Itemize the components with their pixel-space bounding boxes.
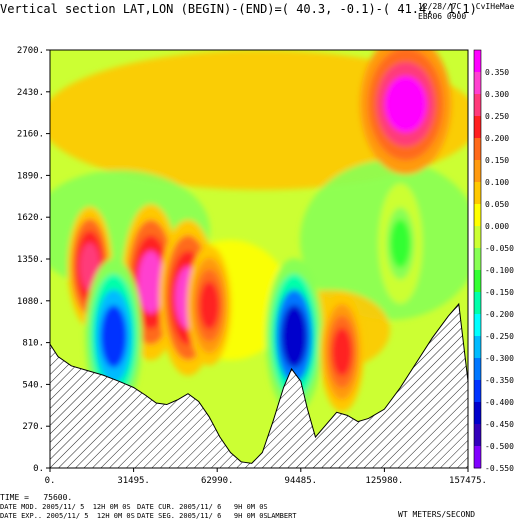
colorbar-label-10: -0.150 <box>485 288 514 297</box>
x-tick-label-4: 125980. <box>365 476 403 486</box>
field-core-7-3 <box>331 327 352 376</box>
y-tick-label-0: 0. <box>33 464 44 474</box>
plot-title: Vertical section LAT,LON (BEGIN)-(END)=(… <box>0 2 477 16</box>
date-seg: DATE SEG. 2005/11/ 6 9H 0M 0S <box>137 512 268 520</box>
y-tick-label-5: 1350. <box>17 255 44 265</box>
run-info: 12/28//7C CvIHeMae EBR06 0900 <box>418 2 514 22</box>
colorbar-swatch-0 <box>474 50 481 73</box>
field-core-1-3 <box>137 251 164 314</box>
colorbar-label-1: 0.300 <box>485 90 509 99</box>
x-tick-label-0: 0. <box>45 476 56 486</box>
time-label: TIME = 75600. <box>0 493 73 502</box>
colorbar-label-7: 0.000 <box>485 222 509 231</box>
x-axis: 0. 31495. 62990. 94485. 125980. 157475. <box>45 468 487 486</box>
colorbar-swatch-9 <box>474 248 481 271</box>
x-tick-label-1: 31495. <box>117 476 150 486</box>
colorbar-label-5: 0.100 <box>485 178 509 187</box>
colorbar-swatch-15 <box>474 380 481 403</box>
colorbar-label-9: -0.100 <box>485 266 514 275</box>
field-core-4-3 <box>199 281 220 330</box>
colorbar-swatch-2 <box>474 94 481 117</box>
y-tick-label-10: 2700. <box>17 46 44 56</box>
colorbar-label-15: -0.400 <box>485 398 514 407</box>
colorbar-swatch-14 <box>474 358 481 381</box>
colorbar-swatch-1 <box>474 72 481 95</box>
date-cur: DATE CUR. 2005/11/ 6 9H 0M 0S <box>137 503 268 511</box>
y-tick-label-3: 810. <box>22 339 44 349</box>
colorbar-swatch-8 <box>474 226 481 249</box>
date-line: 12/28//7C CvIHeMae <box>418 2 515 11</box>
colorbar-label-8: -0.050 <box>485 244 514 253</box>
colorbar-label-11: -0.200 <box>485 310 514 319</box>
colorbar-label-14: -0.350 <box>485 376 514 385</box>
date-exp: DATE EXP.. 2005/11/ 5 12H 0M 0S <box>0 512 135 520</box>
colorbar-swatch-16 <box>474 402 481 425</box>
y-tick-label-8: 2160. <box>17 130 44 140</box>
colorbar-label-0: 0.350 <box>485 68 509 77</box>
colorbar-swatch-12 <box>474 314 481 337</box>
colorbar-swatch-17 <box>474 424 481 447</box>
y-tick-label-4: 1080. <box>17 297 44 307</box>
colorbar-frame <box>473 49 482 469</box>
y-tick-label-9: 2430. <box>17 88 44 98</box>
run-line: EBR06 0900 <box>418 12 467 21</box>
colorbar-label-2: 0.250 <box>485 112 509 121</box>
y-tick-label-1: 270. <box>22 422 44 432</box>
colorbar-label-4: 0.150 <box>485 156 509 165</box>
colorbar-swatch-7 <box>474 204 481 227</box>
field-core-8-3 <box>390 219 411 268</box>
field-core-0-3 <box>384 76 427 133</box>
colorbar-swatch-10 <box>474 270 481 293</box>
colorbar-swatch-18 <box>474 446 481 469</box>
field-core-5-3 <box>100 305 127 368</box>
terrain-mask <box>49 302 469 469</box>
units-label: WT METERS/SECOND <box>398 510 476 519</box>
x-tick-label-2: 62990. <box>201 476 234 486</box>
y-axis: 0. 270. 540. 810. 1080. 1350. 1620. 1890. 2160. 2… <box>17 46 50 474</box>
field-core-6-3 <box>281 305 308 368</box>
colorbar-swatch-13 <box>474 336 481 359</box>
w-field <box>50 50 468 415</box>
y-tick-label-6: 1620. <box>17 213 44 223</box>
colorbar-label-17: -0.500 <box>485 442 514 451</box>
date-mod: DATE MOD. 2005/11/ 5 12H 0M 0S <box>0 503 131 511</box>
colorbar: 0.350 0.300 0.250 0.200 0.150 0.100 0.050 0.000… <box>473 49 514 473</box>
colorbar-swatch-11 <box>474 292 481 315</box>
colorbar-label-6: 0.050 <box>485 200 509 209</box>
x-tick-label-3: 94485. <box>285 476 318 486</box>
x-tick-label-5: 157475. <box>449 476 487 486</box>
colorbar-swatch-4 <box>474 138 481 161</box>
colorbar-swatch-3 <box>474 116 481 139</box>
colorbar-swatch-6 <box>474 182 481 205</box>
colorbar-label-3: 0.200 <box>485 134 509 143</box>
projection-label: LAMBERT <box>267 512 297 520</box>
colorbar-label-18: -0.550 <box>485 464 514 473</box>
colorbar-swatch-5 <box>474 160 481 183</box>
colorbar-label-16: -0.450 <box>485 420 514 429</box>
y-tick-label-2: 540. <box>22 380 44 390</box>
colorbar-label-13: -0.300 <box>485 354 514 363</box>
colorbar-label-12: -0.250 <box>485 332 514 341</box>
y-tick-label-7: 1890. <box>17 171 44 181</box>
